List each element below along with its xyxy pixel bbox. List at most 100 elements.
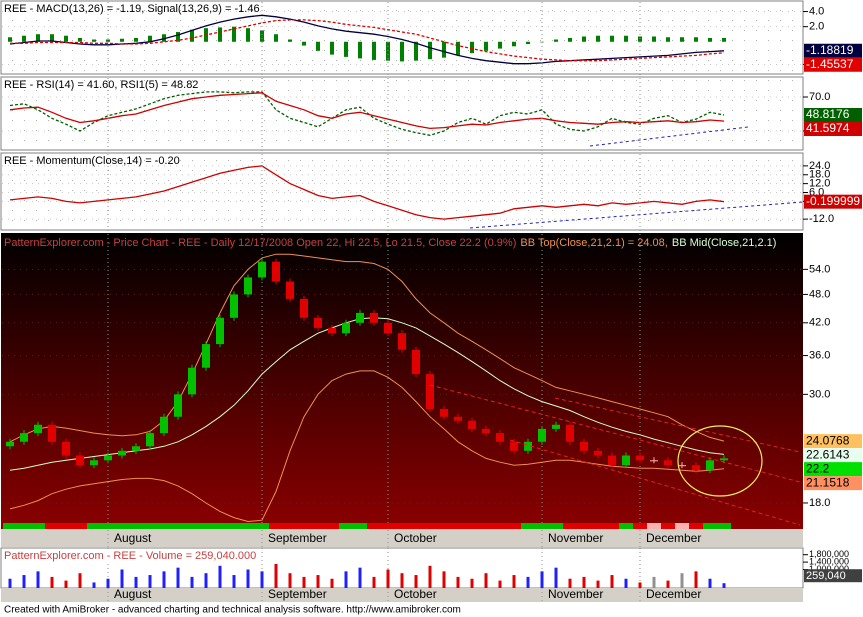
band-line	[9, 253, 725, 443]
volume-bar	[638, 582, 642, 588]
volume-bar	[274, 563, 278, 588]
candle	[62, 441, 70, 456]
value-label: -1.45537	[806, 57, 854, 71]
volume-bar	[540, 571, 544, 588]
histogram-bar	[386, 41, 390, 61]
histogram-bar	[722, 38, 726, 42]
x-tick-label: November	[548, 587, 603, 601]
y-tick-label: 12.0	[809, 178, 830, 190]
volume-bar	[722, 583, 726, 588]
candle	[230, 294, 238, 318]
candle	[454, 416, 462, 421]
candle	[34, 424, 42, 434]
candle	[706, 460, 714, 471]
volume-bar	[694, 571, 698, 588]
pane-title: REE - RSI(14) = 41.60, RSI1(5) = 48.82	[4, 79, 198, 91]
candle	[692, 465, 700, 471]
volume-bar	[22, 575, 26, 588]
trend-strip	[325, 523, 339, 529]
histogram-bar	[512, 41, 516, 47]
candle	[370, 312, 378, 323]
volume-bar	[386, 569, 390, 588]
trend-strip	[31, 523, 45, 529]
volume-bar	[260, 571, 264, 588]
trend-strip	[129, 523, 143, 529]
histogram-bar	[638, 36, 642, 42]
candle	[412, 349, 420, 375]
trend-strip	[661, 523, 675, 529]
histogram-bar	[596, 35, 600, 42]
trend-strip	[17, 523, 31, 529]
trend-strip	[479, 523, 493, 529]
candle	[678, 465, 686, 467]
value-label-bg	[804, 57, 862, 72]
candle	[608, 455, 616, 466]
x-tick-label: October	[394, 531, 437, 545]
candle	[6, 441, 14, 447]
x-tick-label: August	[114, 531, 152, 545]
candle	[20, 433, 28, 442]
value-label-bg	[804, 434, 862, 449]
y-tick-label: 54.0	[809, 263, 830, 275]
histogram-bar	[428, 41, 432, 60]
histogram-bar	[274, 34, 278, 42]
y-tick-label: 24.0	[809, 160, 830, 172]
candle	[76, 455, 84, 466]
volume-bar	[344, 571, 348, 588]
value-label: 21.1518	[806, 475, 850, 489]
legend-entry: BB Top(Close,21,2.1) = 24.08,	[520, 237, 667, 249]
histogram-bar	[134, 38, 138, 42]
histogram-bar	[694, 37, 698, 42]
title-part: PatternExplorer.com - Price Chart - REE …	[4, 237, 516, 249]
volume-bar	[666, 580, 670, 588]
histogram-bar	[652, 36, 656, 42]
candle	[398, 333, 406, 350]
volume-bar	[162, 571, 166, 588]
histogram-bar	[78, 38, 82, 42]
trend-strip	[395, 523, 409, 529]
y-tick-label: 4.0	[809, 5, 824, 17]
candle	[174, 394, 182, 417]
volume-bar	[680, 573, 684, 588]
candle	[664, 460, 672, 466]
volume-bar	[428, 565, 432, 588]
candle	[132, 446, 140, 451]
value-label-bg	[804, 194, 862, 209]
trend-strip	[269, 523, 283, 529]
y-tick-label: 48.0	[809, 288, 830, 300]
rsi-pane	[0, 76, 804, 151]
trend-strip	[493, 523, 507, 529]
volume-bar	[610, 575, 614, 588]
x-tick-label: September	[268, 531, 327, 545]
x-tick-label: October	[394, 587, 437, 601]
value-label: 24.0768	[806, 433, 850, 447]
band-line	[9, 370, 725, 523]
volume-bar	[36, 571, 40, 588]
histogram-bar	[92, 39, 96, 42]
candle	[538, 428, 546, 442]
value-label: 22.2	[806, 461, 830, 475]
histogram-bar	[526, 41, 530, 45]
series-line	[9, 91, 725, 136]
volume-bar	[456, 576, 460, 588]
pane-title: REE - Momentum(Close,14) = -0.20	[4, 155, 180, 167]
volume-bar	[498, 580, 502, 588]
candle	[160, 416, 168, 434]
pane-title: REE - MACD(13,26) = -1.19, Signal(13,26,…	[4, 3, 260, 15]
title-bg	[2, 549, 224, 563]
y-tick-label: 1,400,000	[809, 556, 849, 566]
trend-strip	[353, 523, 367, 529]
volume-bar	[204, 573, 208, 588]
trend-strip	[59, 523, 73, 529]
candle	[90, 460, 98, 466]
candle	[426, 374, 434, 410]
trend-strip	[619, 523, 633, 529]
volume-bar	[106, 578, 110, 588]
value-label: 41.5974	[806, 121, 850, 135]
candle	[650, 460, 658, 462]
trend-strip	[3, 523, 17, 529]
y-tick-label: 70.0	[809, 91, 830, 103]
volume-bar	[8, 578, 12, 588]
candle	[482, 428, 490, 434]
trend-strip	[185, 523, 199, 529]
